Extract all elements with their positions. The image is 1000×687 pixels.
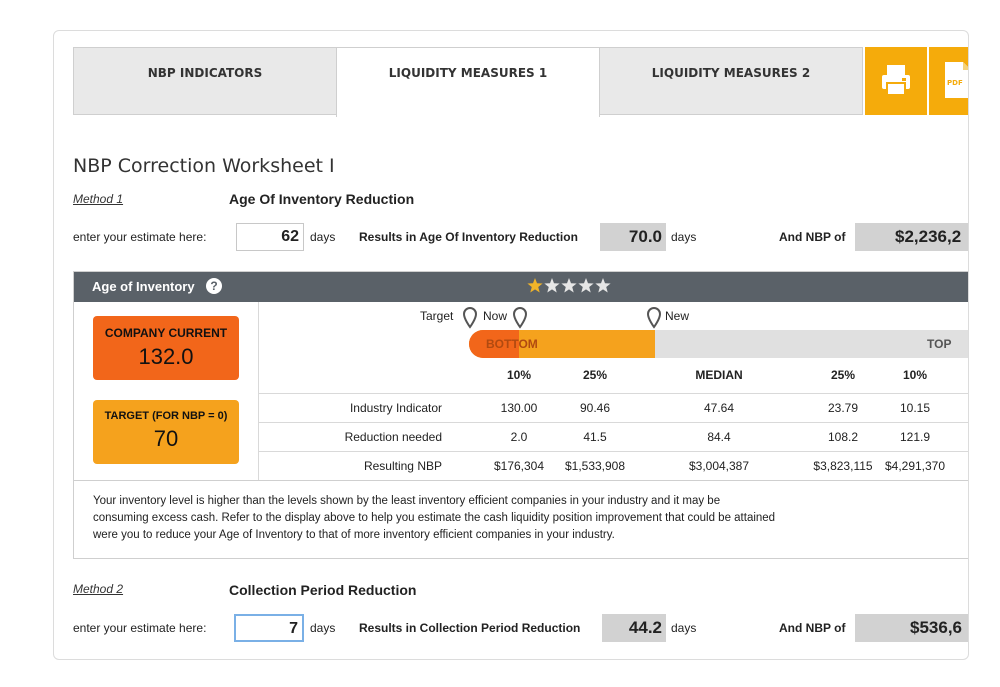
pin-new-label: New: [665, 309, 690, 323]
percentile-bar-current: [469, 330, 519, 358]
unit-label: days: [671, 621, 697, 635]
unit-label: days: [671, 230, 697, 244]
pdf-button[interactable]: PDF: [929, 47, 968, 115]
star-rating: [527, 278, 611, 293]
method-1-link[interactable]: Method 1: [73, 192, 124, 206]
table-cell: 10.15: [899, 401, 931, 415]
description-line: consuming excess cash. Refer to the disp…: [93, 512, 776, 524]
method-1-title: Age Of Inventory Reduction: [229, 191, 415, 207]
method-1-nbp-value: $2,236,2: [855, 223, 968, 251]
method-2-estimate-input[interactable]: 7: [234, 614, 304, 642]
column-header: 10%: [506, 368, 532, 382]
print-button[interactable]: [865, 47, 927, 115]
table-cell: 23.79: [827, 401, 859, 415]
table-cell: 84.4: [707, 430, 731, 444]
unit-label: days: [310, 230, 336, 244]
target-box: TARGET (FOR NBP = 0) 70: [93, 400, 239, 464]
row-label: Reduction needed: [344, 430, 442, 444]
table-cell: 47.64: [703, 401, 735, 415]
results-label: Results in Age Of Inventory Reduction: [359, 230, 578, 244]
star-icon: [595, 278, 611, 293]
table-cell: $4,291,370: [884, 459, 946, 473]
table-cell: 130.00: [500, 401, 538, 415]
method-1-estimate-input[interactable]: 62: [236, 223, 304, 251]
bar-top-label: TOP: [927, 337, 952, 351]
row-label: Resulting NBP: [363, 459, 442, 473]
target-label: TARGET (FOR NBP = 0): [104, 410, 228, 422]
estimate-label: enter your estimate here:: [73, 230, 207, 244]
table-cell: $1,533,908: [564, 459, 626, 473]
map-pin-icon: [513, 307, 527, 329]
table-cell: 41.5: [583, 430, 607, 444]
star-icon: [527, 278, 543, 293]
nbp-label: And NBP of: [779, 230, 846, 244]
tab-label: LIQUIDITY MEASURES 2: [651, 66, 811, 80]
worksheet-card: NBP INDICATORS LIQUIDITY MEASURES 1 LIQU…: [53, 30, 969, 660]
panel-title: Age of Inventory: [92, 279, 195, 294]
method-1-results-value: 70.0: [600, 223, 666, 251]
map-pin-icon: [463, 307, 477, 329]
results-label: Results in Collection Period Reduction: [359, 621, 581, 635]
table-cell: 121.9: [899, 430, 931, 444]
star-icon: [544, 278, 560, 293]
company-current-label: COMPANY CURRENT: [104, 326, 228, 340]
row-divider: [259, 451, 968, 452]
method-2-nbp-value: $536,6: [855, 614, 968, 642]
description-line: were you to reduce your Age of Inventory…: [93, 529, 615, 541]
divider: [258, 302, 259, 480]
target-value: 70: [153, 426, 179, 451]
nbp-label: And NBP of: [779, 621, 846, 635]
bar-bottom-label: BOTTOM: [486, 337, 538, 351]
age-of-inventory-panel: Age of Inventory ? COMPANY CURRENT 132.0…: [73, 271, 968, 559]
table-cell: $3,004,387: [688, 459, 750, 473]
tab-label: LIQUIDITY MEASURES 1: [388, 66, 548, 80]
company-current-box: COMPANY CURRENT 132.0: [93, 316, 239, 380]
table-cell: 2.0: [510, 430, 528, 444]
row-label: Industry Indicator: [349, 401, 442, 415]
table-cell: 108.2: [827, 430, 859, 444]
method-2-results-value: 44.2: [602, 614, 666, 642]
row-divider: [259, 422, 968, 423]
tab-nbp-indicators[interactable]: NBP INDICATORS: [73, 47, 337, 115]
tab-label: NBP INDICATORS: [147, 66, 263, 80]
column-header: MEDIAN: [695, 368, 743, 382]
star-icon: [561, 278, 577, 293]
table-cell: $176,304: [493, 459, 545, 473]
panel-description: Your inventory level is higher than the …: [93, 493, 963, 544]
method-2-link[interactable]: Method 2: [73, 582, 124, 596]
pdf-icon: PDF: [945, 62, 968, 98]
pin-target-label: Target: [420, 309, 454, 323]
table-cell: $3,823,115: [813, 459, 873, 473]
print-icon: [882, 65, 910, 96]
page-title: NBP Correction Worksheet I: [73, 155, 335, 177]
row-divider: [74, 480, 968, 481]
column-header: 25%: [830, 368, 856, 382]
unit-label: days: [310, 621, 336, 635]
table-cell: 90.46: [579, 401, 611, 415]
row-divider: [259, 393, 968, 394]
column-header: 25%: [582, 368, 608, 382]
method-2-title: Collection Period Reduction: [229, 582, 417, 598]
description-line: Your inventory level is higher than the …: [93, 495, 721, 507]
help-icon[interactable]: ?: [206, 278, 222, 294]
star-icon: [578, 278, 594, 293]
tab-liquidity-measures-1[interactable]: LIQUIDITY MEASURES 1: [336, 47, 600, 117]
column-header: 10%: [902, 368, 928, 382]
tab-liquidity-measures-2[interactable]: LIQUIDITY MEASURES 2: [599, 47, 863, 115]
pdf-label: PDF: [947, 79, 963, 87]
company-current-value: 132.0: [138, 344, 194, 369]
map-pin-icon: [647, 307, 661, 329]
estimate-label: enter your estimate here:: [73, 621, 207, 635]
pin-now-label: Now: [483, 309, 508, 323]
panel-header: Age of Inventory ?: [74, 272, 968, 302]
